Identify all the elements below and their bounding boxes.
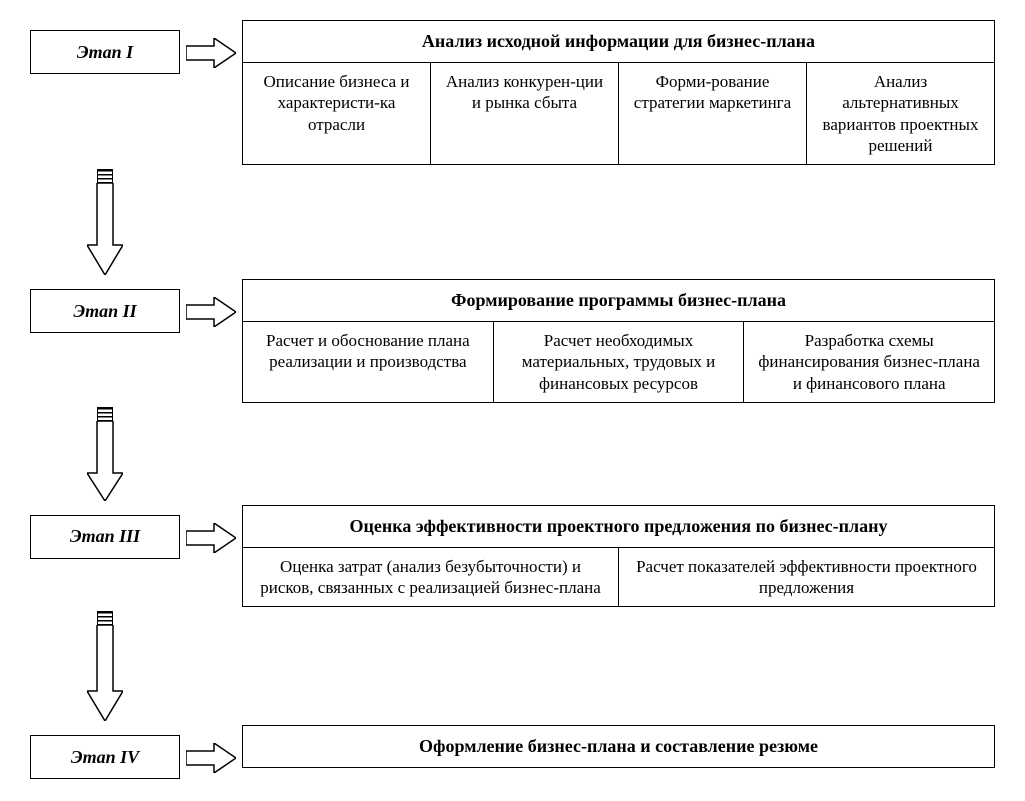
stage-2-cell-0: Расчет и обоснование плана реализации и … bbox=[243, 322, 494, 402]
stage-content-3: Оценка эффективности проектного предложе… bbox=[242, 505, 995, 608]
stage-content-2: Формирование программы бизнес-плана Расч… bbox=[242, 279, 995, 403]
stage-row-3: Этап III Оценка эффективности проектного… bbox=[30, 505, 995, 608]
connector-stripe-icon bbox=[97, 169, 113, 183]
stage-3-cells: Оценка затрат (анализ безубыточности) и … bbox=[243, 548, 994, 607]
stage-row-1: Этап I Анализ исходной информации для би… bbox=[30, 20, 995, 165]
arrow-right-icon bbox=[186, 743, 236, 773]
stage-2-cell-1: Расчет необходимых материальных, трудовы… bbox=[494, 322, 745, 402]
stage-label-4: Этап IV bbox=[30, 735, 180, 779]
stage-content-1: Анализ исходной информации для бизнес-пл… bbox=[242, 20, 995, 165]
stage-1-cell-1: Анализ конкурен-ции и рынка сбыта bbox=[431, 63, 619, 164]
connector-2-3 bbox=[30, 407, 180, 501]
connector-stripe-icon bbox=[97, 407, 113, 421]
arrow-down-icon bbox=[87, 625, 123, 721]
stage-label-2: Этап II bbox=[30, 289, 180, 333]
stage-3-cell-1: Расчет показателей эффективности проектн… bbox=[619, 548, 994, 607]
stage-1-cell-2: Форми-рование стратегии маркетинга bbox=[619, 63, 807, 164]
arrow-right-icon bbox=[186, 38, 236, 68]
stage-1-cell-0: Описание бизнеса и характеристи-ка отрас… bbox=[243, 63, 431, 164]
stage-content-4: Оформление бизнес-плана и составление ре… bbox=[242, 725, 995, 768]
stage-3-cell-0: Оценка затрат (анализ безубыточности) и … bbox=[243, 548, 619, 607]
stage-2-cell-2: Разработка схемы финансирования бизнес-п… bbox=[744, 322, 994, 402]
stage-1-cell-3: Анализ альтернативных вариантов проектны… bbox=[807, 63, 994, 164]
stage-row-4: Этап IV Оформление бизнес-плана и состав… bbox=[30, 725, 995, 779]
stage-row-2: Этап II Формирование программы бизнес-пл… bbox=[30, 279, 995, 403]
arrow-right-icon bbox=[186, 523, 236, 553]
connector-stripe-icon bbox=[97, 611, 113, 625]
stage-title-4: Оформление бизнес-плана и составление ре… bbox=[243, 726, 994, 767]
stage-title-1: Анализ исходной информации для бизнес-пл… bbox=[243, 21, 994, 63]
stage-title-2: Формирование программы бизнес-плана bbox=[243, 280, 994, 322]
arrow-right-icon bbox=[186, 297, 236, 327]
stage-2-cells: Расчет и обоснование плана реализации и … bbox=[243, 322, 994, 402]
arrow-down-icon bbox=[87, 183, 123, 275]
connector-3-4 bbox=[30, 611, 180, 721]
stage-1-cells: Описание бизнеса и характеристи-ка отрас… bbox=[243, 63, 994, 164]
stage-title-3: Оценка эффективности проектного предложе… bbox=[243, 506, 994, 548]
connector-1-2 bbox=[30, 169, 180, 275]
arrow-down-icon bbox=[87, 421, 123, 501]
stage-label-1: Этап I bbox=[30, 30, 180, 74]
stage-label-3: Этап III bbox=[30, 515, 180, 559]
